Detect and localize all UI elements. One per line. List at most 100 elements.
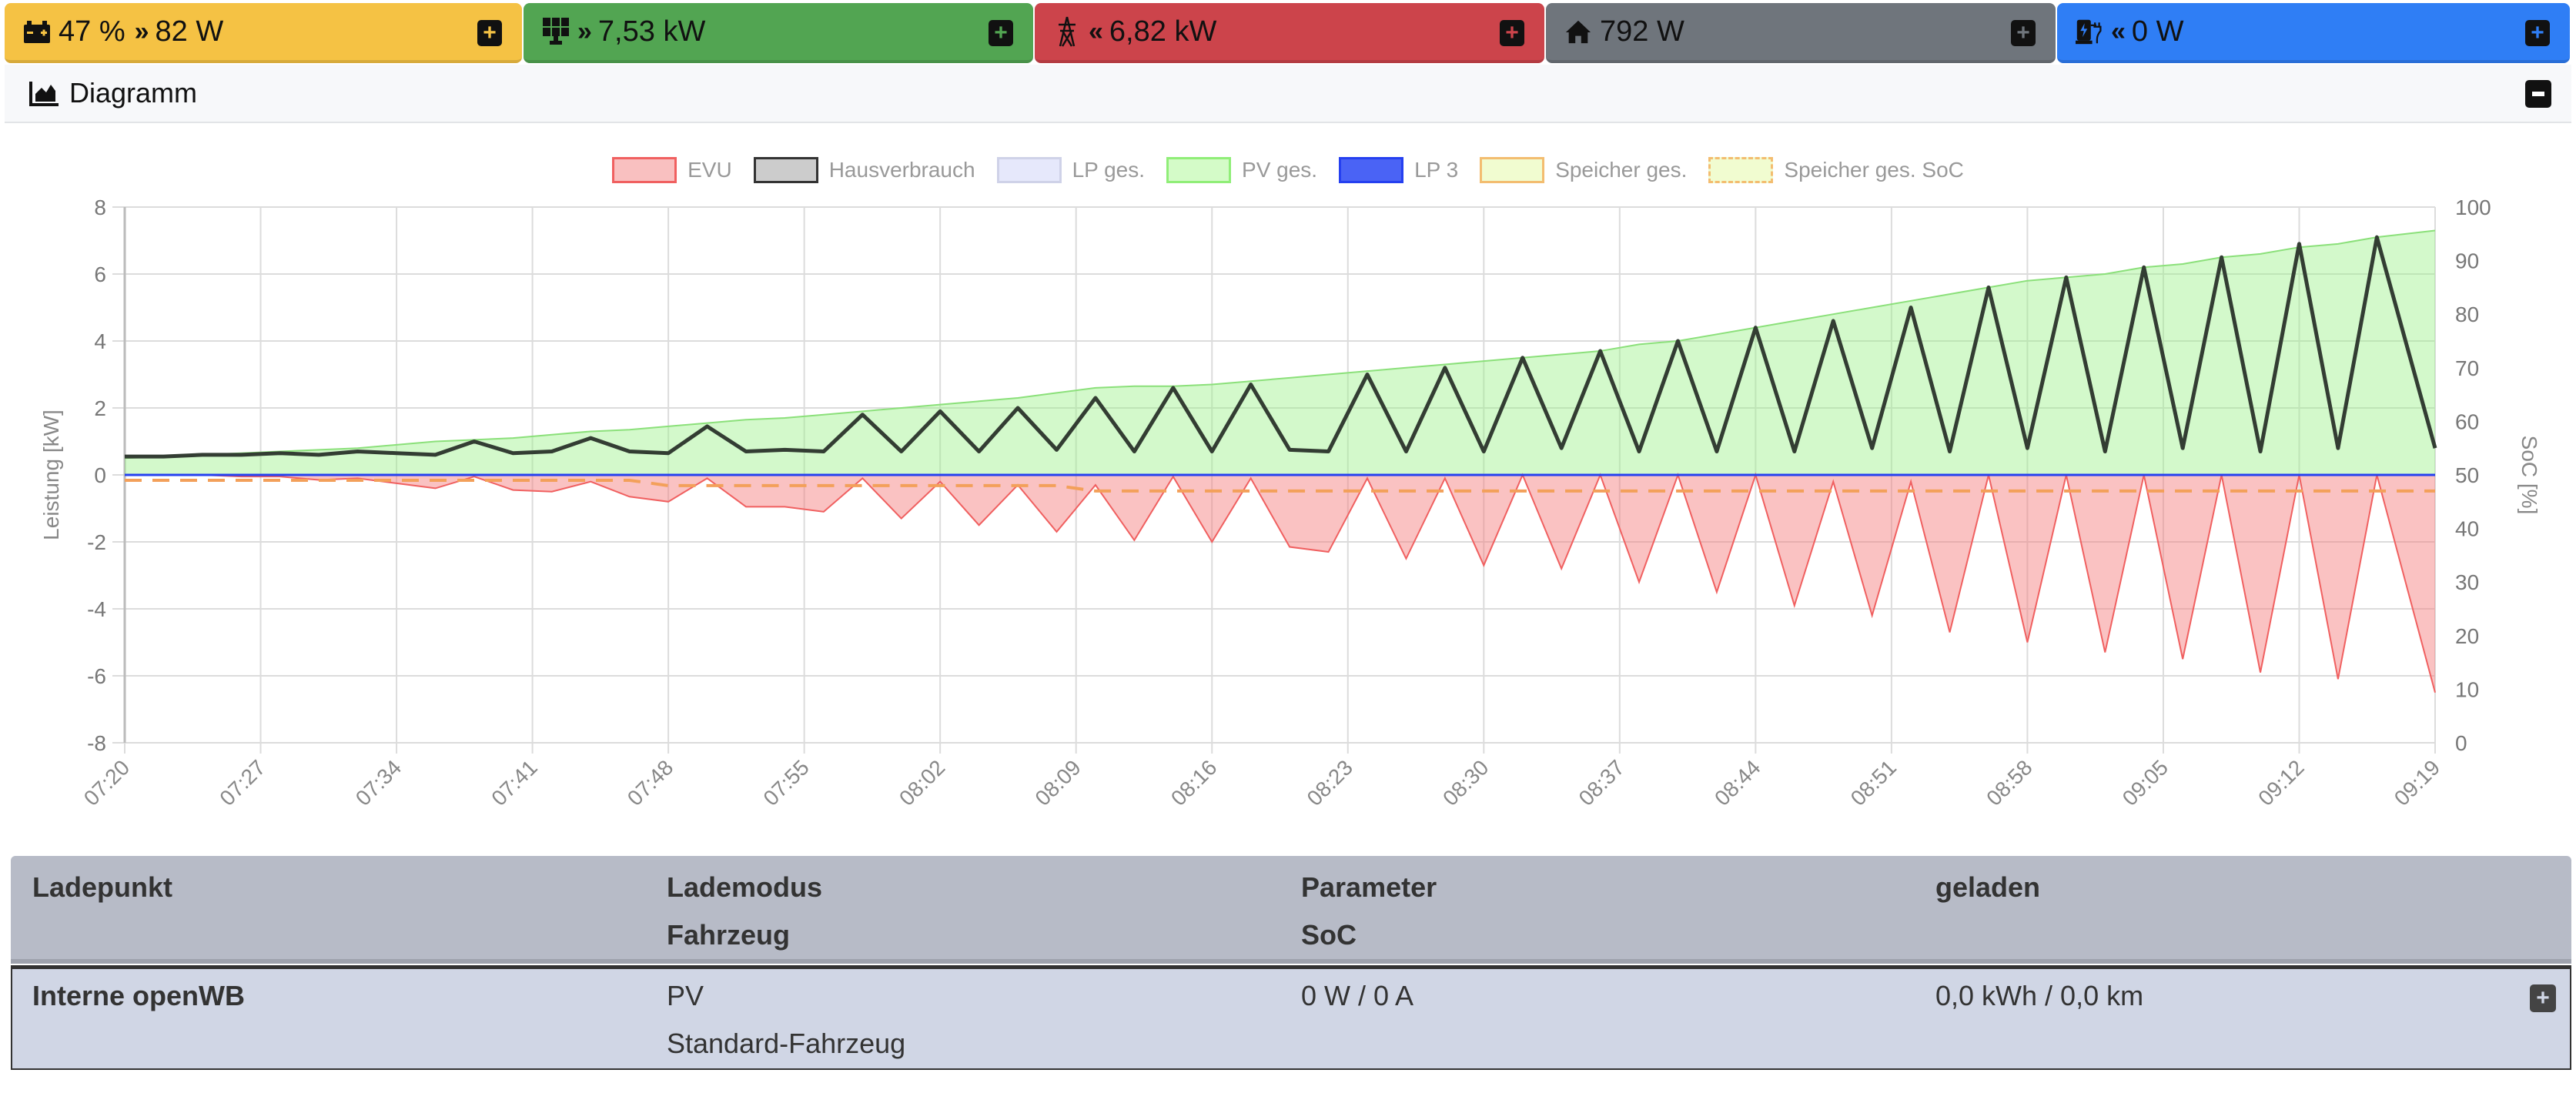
x-tick-label: 08:02	[895, 755, 949, 810]
table-row[interactable]: Interne openWB PV Standard-Fahrzeug 0 W …	[11, 965, 2571, 1070]
table-header: Ladepunkt Lademodus Fahrzeug Parameter S…	[11, 856, 2571, 964]
chargepoint-power: 0 W	[2131, 15, 2184, 48]
legend-item[interactable]: Speicher ges. SoC	[1708, 157, 1964, 183]
expand-grid-button[interactable]: +	[1500, 20, 1524, 46]
expand-battery-button[interactable]: +	[477, 20, 502, 46]
x-tick-label: 07:34	[351, 755, 406, 810]
charge-mode: PV	[667, 980, 704, 1011]
y2-tick-label: 90	[2455, 249, 2479, 273]
y2-tick-label: 10	[2455, 677, 2479, 701]
y-axis-title: Leistung [kW]	[39, 409, 63, 540]
header-fahrzeug: Fahrzeug	[667, 919, 791, 951]
legend-label: Speicher ges. SoC	[1784, 158, 1964, 182]
y-tick-label: -6	[87, 664, 106, 688]
chart-area-icon	[29, 80, 60, 106]
y2-tick-label: 60	[2455, 409, 2479, 433]
house-series-line	[125, 235, 2437, 459]
collapse-diagram-button[interactable]	[2525, 80, 2551, 108]
legend-label: Speicher ges.	[1555, 158, 1688, 182]
y-tick-label: 6	[94, 262, 106, 286]
y2-tick-label: 0	[2455, 731, 2467, 755]
pv-series-area	[125, 230, 2435, 475]
soc-series-line	[125, 478, 2435, 493]
x-tick-label: 08:37	[1574, 755, 1629, 810]
legend-item[interactable]: LP 3	[1339, 157, 1458, 183]
x-tick-label: 07:41	[487, 755, 541, 810]
x-tick-label: 09:19	[2390, 755, 2444, 810]
house-power: 792 W	[1600, 15, 1684, 48]
x-tick-label: 08:16	[1166, 755, 1221, 810]
x-tick-label: 07:20	[79, 755, 134, 810]
solar-panel-icon	[542, 18, 570, 45]
y2-tick-label: 70	[2455, 356, 2479, 380]
x-tick-label: 09:12	[2253, 755, 2308, 810]
power-tower-icon	[1053, 16, 1081, 47]
legend-swatch	[996, 157, 1062, 183]
arrow-icon: «	[2111, 16, 2126, 46]
x-tick-label: 08:30	[1438, 755, 1493, 810]
diagram-header[interactable]: Diagramm	[5, 65, 2571, 123]
expand-chargepoint-button[interactable]: +	[2525, 20, 2550, 46]
legend-swatch	[1480, 157, 1545, 183]
y-tick-label: -4	[87, 597, 106, 621]
x-tick-label: 08:09	[1030, 755, 1085, 810]
chargepoint-tile[interactable]: « 0 W +	[2057, 3, 2570, 63]
x-tick-label: 07:27	[215, 755, 269, 810]
expand-row-button[interactable]: +	[2530, 984, 2556, 1012]
header-lademodus: Lademodus	[667, 871, 823, 903]
arrow-icon: »	[134, 16, 149, 46]
header-geladen: geladen	[1935, 871, 2041, 903]
y-tick-label: 4	[94, 329, 106, 353]
legend-swatch	[1339, 157, 1404, 183]
y-tick-label: 2	[94, 396, 106, 420]
chargepoint-name: Interne openWB	[32, 980, 245, 1011]
chargepoint-table: Ladepunkt Lademodus Fahrzeug Parameter S…	[11, 856, 2571, 1070]
y2-tick-label: 40	[2455, 517, 2479, 541]
legend-item[interactable]: Speicher ges.	[1480, 157, 1687, 183]
arrow-icon: «	[1089, 16, 1103, 46]
power-chart: EVU Hausverbrauch LP ges. PV ges. LP 3 Speich…	[5, 123, 2571, 854]
y-tick-label: -2	[87, 530, 106, 554]
legend-item[interactable]: EVU	[612, 157, 732, 183]
chart-plot: 86420-2-4-6-8100908070605040302010007:20…	[39, 196, 2541, 811]
y2-tick-label: 80	[2455, 302, 2479, 326]
x-tick-label: 08:58	[1982, 755, 2036, 810]
diagram-title: Diagramm	[69, 77, 198, 109]
pv-series-line	[124, 229, 2436, 460]
legend-item[interactable]: LP ges.	[996, 157, 1146, 183]
y2-axis-title: SoC [%]	[2517, 436, 2541, 515]
y2-tick-label: 30	[2455, 570, 2479, 594]
evu-series-area	[125, 475, 2435, 693]
y2-tick-label: 100	[2455, 196, 2491, 219]
evu-series-line	[125, 472, 2436, 694]
status-bar: 47 % » 82 W + » 7,53 kW + « 6,82 kW + 79…	[0, 0, 2576, 65]
legend-item[interactable]: Hausverbrauch	[753, 157, 975, 183]
legend-swatch	[1166, 157, 1232, 183]
grid-tile[interactable]: « 6,82 kW +	[1035, 3, 1544, 63]
legend-item[interactable]: PV ges.	[1166, 157, 1317, 183]
charged-amount: 0,0 kWh / 0,0 km	[1935, 980, 2144, 1011]
chart-legend: EVU Hausverbrauch LP ges. PV ges. LP 3 Speich…	[5, 157, 2571, 183]
y2-tick-label: 20	[2455, 624, 2479, 648]
y2-tick-label: 50	[2455, 463, 2479, 487]
battery-power: 82 W	[155, 15, 224, 48]
battery-icon	[23, 18, 51, 45]
legend-label: LP ges.	[1072, 158, 1146, 182]
legend-label: LP 3	[1414, 158, 1459, 182]
battery-tile[interactable]: 47 % » 82 W +	[5, 3, 522, 63]
charging-station-icon	[2076, 18, 2103, 45]
x-tick-label: 08:23	[1303, 755, 1357, 810]
house-tile[interactable]: 792 W +	[1546, 3, 2056, 63]
legend-swatch	[1708, 157, 1774, 183]
expand-house-button[interactable]: +	[2011, 20, 2036, 46]
vehicle-name: Standard-Fahrzeug	[667, 1028, 906, 1059]
header-ladepunkt: Ladepunkt	[32, 871, 173, 903]
charge-parameter: 0 W / 0 A	[1301, 980, 1414, 1011]
x-tick-label: 07:55	[758, 755, 813, 810]
legend-label: Hausverbrauch	[828, 158, 975, 182]
pv-tile[interactable]: » 7,53 kW +	[524, 3, 1033, 63]
expand-pv-button[interactable]: +	[989, 20, 1013, 46]
x-tick-label: 07:48	[623, 755, 677, 810]
x-tick-label: 09:05	[2118, 755, 2173, 810]
legend-swatch	[753, 157, 818, 183]
